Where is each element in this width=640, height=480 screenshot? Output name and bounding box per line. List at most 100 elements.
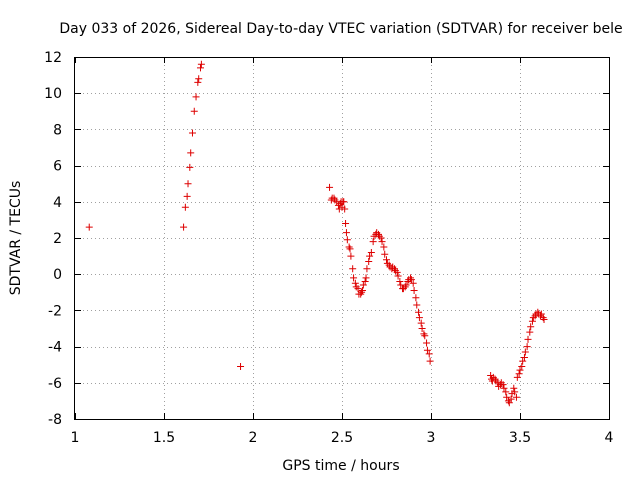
data-point bbox=[351, 279, 359, 287]
data-point bbox=[394, 272, 402, 280]
data-point bbox=[539, 314, 547, 322]
data-point bbox=[359, 281, 367, 289]
data-point bbox=[491, 375, 499, 383]
x-tick-label: 2 bbox=[249, 430, 258, 446]
data-point bbox=[385, 261, 393, 269]
data-point bbox=[349, 265, 357, 273]
data-point bbox=[420, 330, 428, 338]
data-point bbox=[180, 223, 188, 231]
data-point bbox=[421, 332, 429, 340]
y-tick-label: -6 bbox=[48, 376, 62, 392]
grid-lines bbox=[75, 57, 609, 419]
data-point bbox=[510, 384, 518, 392]
data-point bbox=[181, 203, 189, 211]
data-point bbox=[196, 64, 204, 72]
data-point bbox=[529, 314, 537, 322]
data-point bbox=[401, 283, 409, 291]
data-point bbox=[383, 256, 390, 264]
y-tick-label: 6 bbox=[53, 159, 62, 175]
data-point bbox=[423, 339, 431, 347]
y-tick-label: 12 bbox=[44, 50, 62, 66]
data-point bbox=[515, 370, 523, 378]
tick-labels: 1 1.5 2 2.5 3 3.5 4 12 10 8 6 4 2 0 -2 -4 -6 -8 bbox=[44, 50, 613, 446]
data-point bbox=[423, 346, 431, 354]
data-point bbox=[343, 236, 351, 244]
x-tick-label: 1.5 bbox=[153, 430, 175, 446]
data-point bbox=[85, 223, 93, 231]
data-point bbox=[513, 373, 521, 381]
data-point bbox=[194, 78, 202, 86]
data-point bbox=[237, 363, 245, 371]
data-point bbox=[526, 328, 534, 336]
data-point bbox=[373, 229, 381, 237]
data-point bbox=[516, 366, 524, 374]
data-point bbox=[521, 348, 529, 356]
data-point bbox=[413, 301, 421, 309]
x-axis-label: GPS time / hours bbox=[282, 458, 399, 474]
data-point bbox=[367, 248, 375, 256]
data-point bbox=[412, 294, 420, 302]
data-point bbox=[417, 319, 425, 327]
data-point bbox=[365, 258, 373, 266]
data-point bbox=[381, 250, 389, 258]
data-point bbox=[352, 283, 360, 291]
axis-ticks bbox=[75, 57, 610, 420]
data-point bbox=[426, 357, 434, 365]
data-point bbox=[186, 163, 194, 171]
x-tick-label: 2.5 bbox=[331, 430, 353, 446]
data-point bbox=[375, 232, 383, 240]
data-point bbox=[383, 259, 391, 267]
y-tick-label: -4 bbox=[48, 340, 62, 356]
data-point bbox=[407, 274, 415, 282]
data-point bbox=[187, 149, 195, 157]
data-point bbox=[534, 308, 542, 316]
data-point bbox=[188, 129, 196, 137]
data-point bbox=[358, 286, 366, 294]
data-point bbox=[362, 274, 370, 282]
data-point bbox=[495, 382, 503, 390]
y-tick-label: 10 bbox=[44, 86, 62, 102]
data-point bbox=[184, 180, 192, 188]
data-point bbox=[342, 220, 350, 228]
chart-title: Day 033 of 2026, Sidereal Day-to-day VTE… bbox=[59, 21, 622, 37]
data-point bbox=[396, 277, 404, 285]
data-point bbox=[350, 274, 358, 282]
y-tick-label: 0 bbox=[53, 267, 62, 283]
data-point bbox=[415, 314, 423, 322]
data-point bbox=[497, 379, 505, 387]
data-point bbox=[523, 343, 531, 351]
data-point bbox=[389, 263, 397, 271]
data-point bbox=[518, 363, 526, 371]
data-point bbox=[499, 381, 507, 389]
data-point bbox=[354, 285, 362, 293]
y-axis-label: SDTVAR / TECUs bbox=[8, 181, 24, 296]
x-tick-label: 4 bbox=[605, 430, 614, 446]
x-tick-label: 1 bbox=[71, 430, 80, 446]
data-point bbox=[334, 201, 342, 209]
data-point bbox=[190, 107, 198, 115]
data-point bbox=[374, 230, 382, 238]
data-point bbox=[330, 194, 338, 202]
data-point bbox=[500, 384, 508, 392]
data-point bbox=[410, 286, 418, 294]
data-point bbox=[492, 377, 500, 385]
data-point bbox=[347, 252, 355, 260]
data-point bbox=[511, 388, 519, 396]
y-tick-label: 8 bbox=[53, 122, 62, 138]
data-point bbox=[404, 277, 412, 285]
data-point bbox=[512, 393, 520, 401]
data-point bbox=[524, 335, 532, 343]
data-point bbox=[346, 245, 354, 253]
x-tick-label: 3 bbox=[427, 430, 436, 446]
data-point bbox=[537, 310, 545, 318]
data-point bbox=[415, 308, 423, 316]
data-point bbox=[341, 205, 349, 213]
data-point bbox=[425, 350, 433, 358]
data-point bbox=[502, 388, 510, 396]
data-point bbox=[527, 323, 535, 331]
data-point bbox=[366, 252, 374, 260]
data-points bbox=[85, 60, 548, 407]
data-point bbox=[326, 183, 334, 191]
data-point bbox=[393, 268, 401, 276]
data-point bbox=[519, 357, 527, 365]
